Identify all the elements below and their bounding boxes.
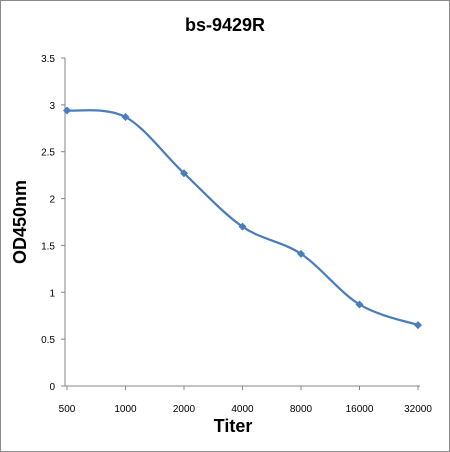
y-tick-label: 1 <box>49 288 55 299</box>
marker-group <box>63 106 422 330</box>
x-tick-label: 2000 <box>173 404 196 415</box>
y-tick-label: 3 <box>49 101 55 112</box>
y-tick-label: 3.5 <box>41 54 55 65</box>
data-point-marker <box>414 321 422 330</box>
data-point-marker <box>238 222 247 231</box>
y-tick-label: 2 <box>49 195 55 206</box>
data-point-marker <box>355 300 364 309</box>
y-tick-group: 0 0.5 1 1.5 2 2.5 3 3.5 <box>41 54 65 393</box>
x-tick-label: 4000 <box>231 404 254 415</box>
x-tick-label: 500 <box>59 404 76 415</box>
data-point-marker <box>297 249 305 258</box>
series-line <box>66 109 419 327</box>
y-tick-label: 0 <box>49 382 55 393</box>
data-point-marker <box>180 169 188 178</box>
y-axis-label: OD450nm <box>10 180 30 264</box>
x-tick-label: 16000 <box>346 404 374 415</box>
y-tick-label: 1.5 <box>41 241 55 252</box>
x-axis-label: Titer <box>214 416 253 436</box>
x-tick-label: 1000 <box>114 404 137 415</box>
x-tick-group: 500 1000 2000 4000 8000 16000 32000 <box>59 386 432 415</box>
y-tick-label: 0.5 <box>41 335 55 346</box>
y-tick-label: 2.5 <box>41 148 55 159</box>
chart-title: bs-9429R <box>185 15 265 35</box>
x-tick-label: 8000 <box>290 404 313 415</box>
data-point-marker <box>63 106 71 115</box>
data-point-marker <box>121 113 130 122</box>
x-tick-label: 32000 <box>404 404 432 415</box>
